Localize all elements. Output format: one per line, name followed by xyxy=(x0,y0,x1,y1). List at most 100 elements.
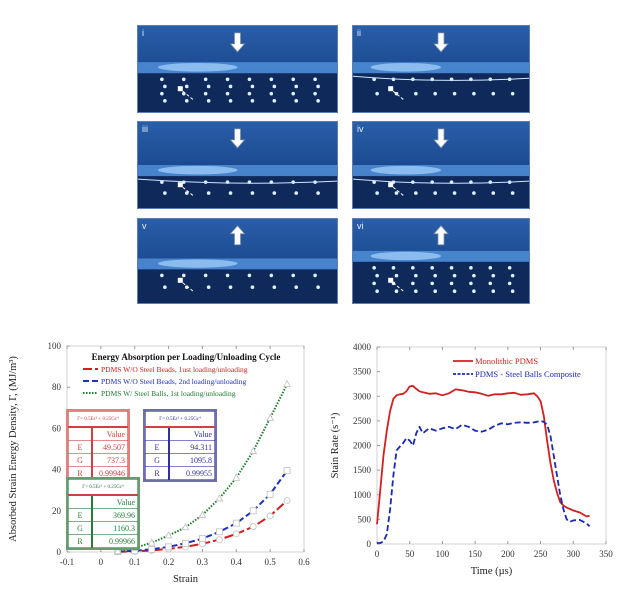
strain-rate-chart-svg: 0 50 100 150 200 250 300 3500500100015002000250… xyxy=(330,342,613,577)
steel-bead xyxy=(269,273,274,278)
steel-bead xyxy=(247,77,252,82)
tracked-bead-marker xyxy=(388,277,394,283)
steel-bead xyxy=(206,285,211,289)
platen xyxy=(138,258,337,270)
steel-bead xyxy=(433,191,437,195)
steel-bead xyxy=(411,266,415,270)
steel-bead xyxy=(491,273,496,278)
table-row: R 0.99966 xyxy=(68,534,138,548)
steel-bead xyxy=(250,285,255,289)
steel-bead xyxy=(472,191,476,195)
x-tick-label: 0.3 xyxy=(197,557,209,567)
table-row: G 1160.3 xyxy=(68,521,138,535)
steel-bead xyxy=(449,266,454,270)
y-tick-label: 20 xyxy=(52,506,62,516)
steel-bead xyxy=(452,191,457,195)
fit-table-green: Γ= 0.5Eε² + 0.25Gε⁴ Value E 369.96 G 1160.3 R 0… xyxy=(66,477,140,550)
x-tick-label: 300 xyxy=(567,549,581,559)
data-point-square xyxy=(148,545,156,553)
table-row: Value xyxy=(68,494,138,509)
tracked-bead-marker xyxy=(177,277,183,283)
pointer-arrow xyxy=(392,90,405,101)
photo-panel-iv: iv xyxy=(352,121,530,209)
steel-bead xyxy=(488,281,493,286)
column-header: Value xyxy=(91,426,128,441)
steel-bead xyxy=(316,84,320,89)
steel-bead xyxy=(472,289,476,294)
steel-bead xyxy=(372,77,376,82)
parameter-name: E xyxy=(68,440,93,454)
steel-bead xyxy=(203,273,208,278)
fit-table-blue: Γ= 0.5Eε² + 0.25Gε⁴ Value E 94.311 G 1095.8 R 0… xyxy=(143,409,217,482)
sample-body xyxy=(353,261,529,303)
parameter-value: 1095.8 xyxy=(168,453,215,467)
parameter-value: 0.99966 xyxy=(91,534,138,548)
steel-bead xyxy=(394,273,399,278)
photo-panel-iii: iii xyxy=(137,121,338,209)
y-tick-label: 500 xyxy=(358,514,372,524)
data-point-circle xyxy=(215,536,223,544)
arrow-up-icon xyxy=(433,225,449,246)
arrow-down-icon xyxy=(229,128,246,149)
tracked-bead-marker xyxy=(388,182,394,188)
steel-bead xyxy=(411,281,415,286)
steel-bead xyxy=(394,191,399,195)
fit-parameters-table: Γ= 0.5Eε² + 0.25Gε⁴ Value E 94.311 G 1095.8 R 0… xyxy=(145,411,215,480)
steel-bead xyxy=(469,281,473,286)
tracked-bead-marker xyxy=(177,86,183,92)
platen-highlight xyxy=(370,251,441,261)
steel-bead xyxy=(225,77,230,82)
steel-bead xyxy=(433,289,437,294)
sample-body xyxy=(138,269,337,303)
x-tick-label: 0.1 xyxy=(129,557,140,567)
y-tick-label: 3000 xyxy=(353,391,372,401)
steel-bead xyxy=(163,99,167,103)
steel-bead xyxy=(228,99,233,103)
pointer-arrow xyxy=(182,282,195,293)
steel-bead xyxy=(291,91,296,96)
series-line-1 xyxy=(377,420,591,544)
table-row: Γ= 0.5Eε² + 0.25Gε⁴ xyxy=(145,411,215,428)
steel-bead xyxy=(294,84,299,89)
table-row: Value xyxy=(145,426,215,441)
legend-entry-1: PDMS - Steel Balls Composite xyxy=(475,369,581,379)
steel-bead xyxy=(372,266,376,270)
steel-bead xyxy=(472,91,476,96)
table-row: E 94.311 xyxy=(145,440,215,454)
x-tick-label: 0.4 xyxy=(231,557,243,567)
steel-bead xyxy=(414,273,418,278)
steel-bead xyxy=(160,91,164,96)
steel-bead xyxy=(394,289,399,294)
data-point-square xyxy=(232,519,240,527)
x-tick-label: 0.5 xyxy=(265,557,277,567)
steel-bead xyxy=(294,191,299,195)
x-axis-label: Time (µs) xyxy=(471,566,513,577)
column-header: Value xyxy=(168,426,215,441)
empty-cell xyxy=(68,426,93,441)
photo-panel-v: v xyxy=(137,218,338,304)
steel-bead xyxy=(181,273,186,278)
panel-label: i xyxy=(142,28,144,38)
x-tick-label: 200 xyxy=(501,549,515,559)
fit-equation: Γ= 0.5Eε² + 0.25Gε⁴ xyxy=(68,479,138,496)
steel-bead xyxy=(488,180,493,184)
steel-bead xyxy=(452,273,457,278)
steel-bead xyxy=(206,191,211,195)
steel-bead xyxy=(488,266,493,270)
fit-equation: Γ= 0.5Eε² + 0.25Gε⁴ xyxy=(68,411,128,428)
steel-bead xyxy=(391,266,396,270)
steel-bead xyxy=(449,281,454,286)
x-tick-label: 0 xyxy=(99,557,104,567)
y-tick-label: 3500 xyxy=(353,367,372,377)
fit-equation: Γ= 0.5Eε² + 0.25Gε⁴ xyxy=(145,411,215,428)
steel-bead xyxy=(313,91,317,96)
panel-label: v xyxy=(142,221,147,231)
data-point-square xyxy=(249,507,257,515)
arrow-down-icon xyxy=(433,32,449,53)
platen-highlight xyxy=(370,165,441,175)
steel-bead xyxy=(247,273,252,278)
parameter-value: 369.96 xyxy=(91,508,138,522)
steel-bead xyxy=(184,84,189,89)
steel-bead xyxy=(414,191,418,195)
steel-bead xyxy=(316,285,320,289)
